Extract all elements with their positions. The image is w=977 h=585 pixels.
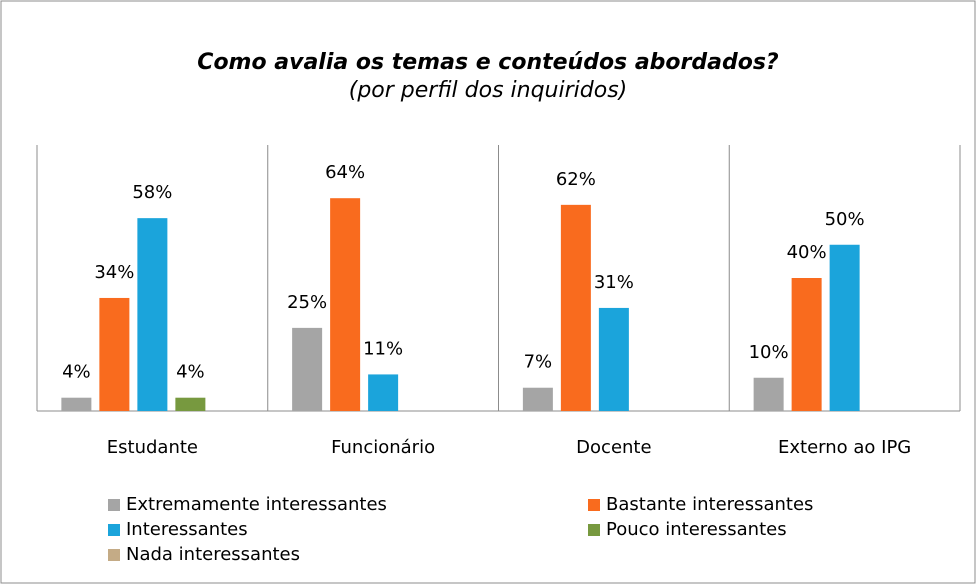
legend-label: Extremamente interessantes [126,494,387,515]
data-label: 31% [594,272,634,293]
bar [522,387,553,411]
bar [330,198,361,411]
bar [791,278,822,411]
bar [292,327,323,411]
data-label: 40% [787,242,827,263]
chart-title: Como avalia os temas e conteúdos abordad… [197,50,779,75]
legend-label: Pouco interessantes [606,519,787,540]
legend-swatch [588,524,600,536]
x-tick-label: Funcionário [331,437,435,458]
bar [99,297,130,411]
x-tick-label: Externo ao IPG [778,437,911,458]
legend-swatch [588,499,600,511]
data-label: 10% [749,342,789,363]
legend-swatch [108,549,120,561]
bar [560,204,591,411]
data-label: 62% [556,169,596,190]
chart-subtitle: (por perfil dos inquiridos) [349,78,628,103]
data-label: 34% [94,262,134,283]
legend-label: Nada interessantes [126,544,300,565]
data-label: 7% [524,352,553,373]
data-label: 4% [62,362,91,383]
data-label: 25% [287,292,327,313]
legend-swatch [108,524,120,536]
bar [137,218,168,411]
bar [598,307,629,411]
x-tick-label: Docente [576,437,651,458]
legend-swatch [108,499,120,511]
x-tick-label: Estudante [107,437,198,458]
bar [829,244,860,411]
bar [61,397,92,411]
bar [368,374,399,411]
bar [175,397,206,411]
data-label: 58% [132,182,172,203]
data-label: 50% [825,209,865,230]
bar [753,377,784,411]
data-label: 4% [176,362,205,383]
data-label: 64% [325,162,365,183]
legend-label: Bastante interessantes [606,494,813,515]
data-label: 11% [363,338,403,359]
legend-label: Interessantes [126,519,248,540]
